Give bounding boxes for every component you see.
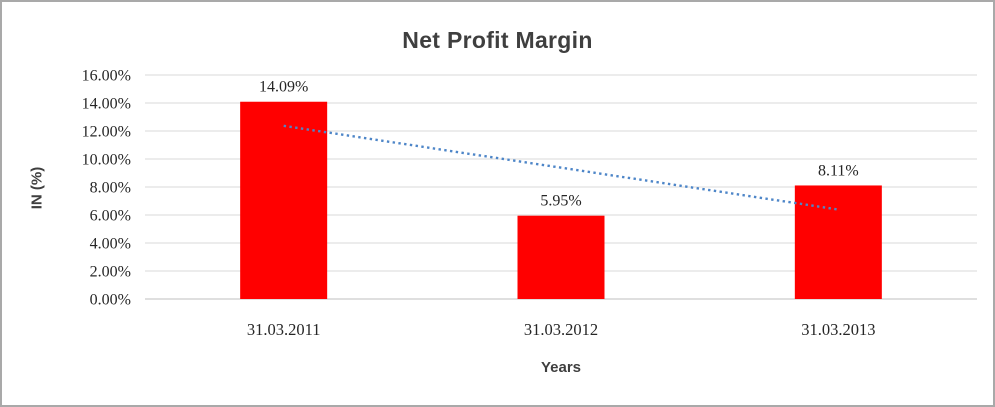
bar (794, 185, 882, 299)
x-category-label: 31.03.2011 (247, 320, 321, 339)
y-tick-label: 12.00% (82, 124, 131, 141)
x-category-label: 31.03.2012 (524, 320, 598, 339)
bar-data-label: 14.09% (259, 79, 308, 96)
y-tick-label: 10.00% (82, 152, 131, 169)
bar-data-label: 8.11% (818, 162, 859, 179)
x-category-label: 31.03.2013 (801, 320, 875, 339)
x-axis-title: Years (540, 359, 582, 376)
chart-title: Net Profit Margin (402, 27, 593, 53)
y-tick-label: 14.00% (82, 96, 131, 113)
y-tick-label: 4.00% (90, 236, 131, 253)
trendline (283, 124, 839, 211)
y-tick-label: 16.00% (82, 68, 131, 85)
y-tick-label: 0.00% (90, 292, 131, 309)
bar-data-label: 5.95% (540, 193, 581, 210)
y-tick-label: 8.00% (90, 180, 131, 197)
bar (240, 101, 328, 300)
bar (517, 215, 605, 299)
y-tick-label: 6.00% (90, 208, 131, 225)
y-tick-label: 2.00% (90, 264, 131, 281)
